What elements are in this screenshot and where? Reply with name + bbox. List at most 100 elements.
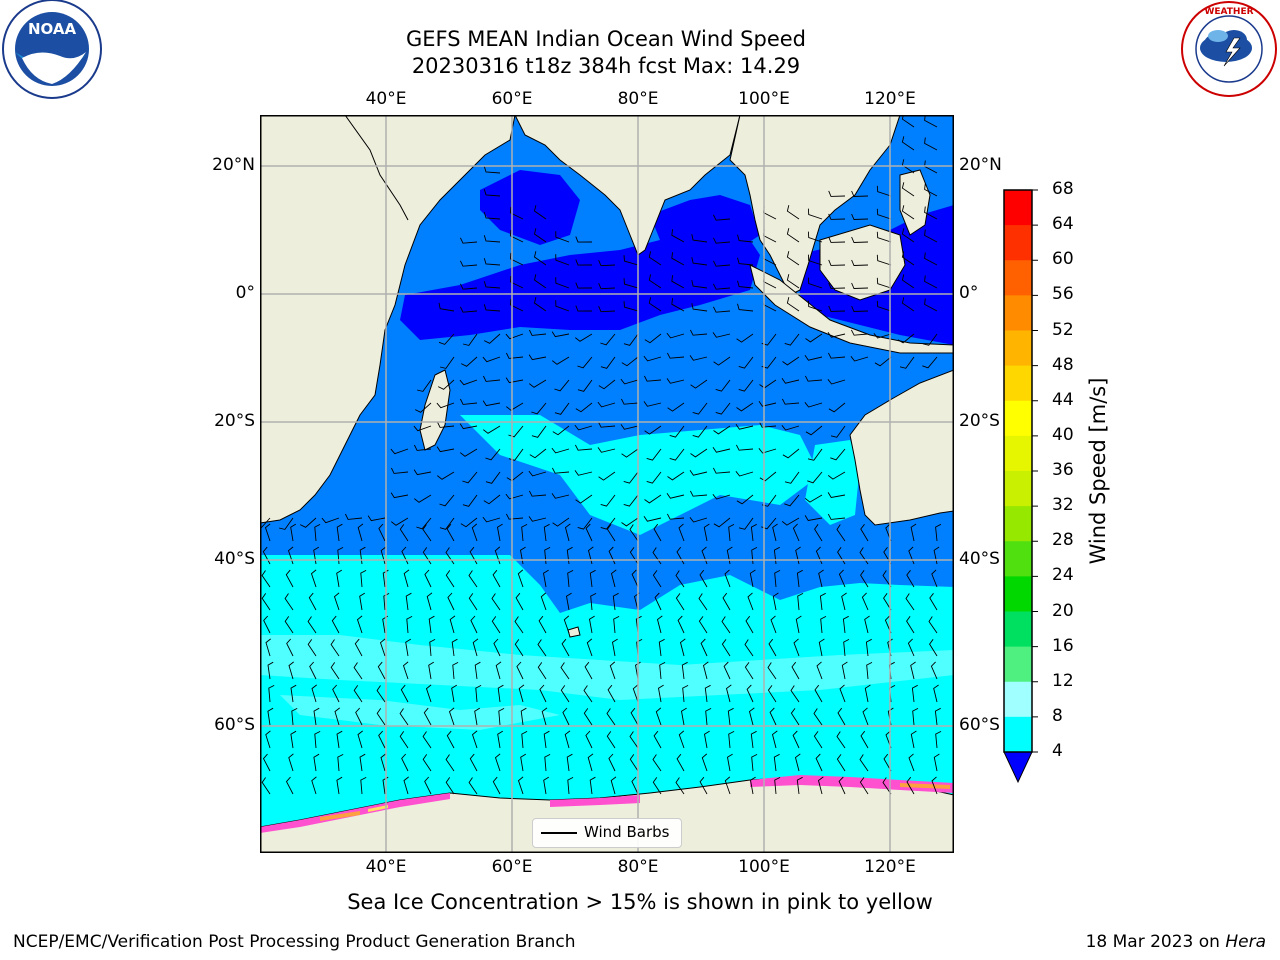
wind-barb [644,494,662,504]
wind-barb [884,615,892,634]
wind-barb [445,777,455,795]
wind-barb [713,425,731,435]
wind-barb [307,616,317,634]
wind-barb [773,753,780,772]
wind-barb [901,182,915,197]
wind-barb [620,378,639,385]
wind-barb [873,333,892,339]
colorbar-tick-label: 48 [1052,354,1074,375]
wind-barb [721,616,731,634]
wind-barb [439,517,455,530]
wind-barb [727,707,734,726]
wind-barb [610,776,617,795]
lat-label-right-60s: 60°S [959,715,1000,735]
wind-barb [796,776,803,795]
wind-band-16-20-patch [280,695,560,730]
wind-barb [933,753,940,772]
wind-barb [290,684,297,703]
wind-barb [666,332,685,339]
wind-barb [560,685,570,703]
wind-barb [675,570,685,588]
wind-barb [691,234,708,243]
wind-band-16-20-belt [260,635,954,700]
wind-barb [828,305,846,312]
wind-barb [901,205,915,220]
wind-barb [555,231,570,243]
wind-barb [606,731,616,749]
wind-barb [851,236,869,243]
wind-barb [623,494,639,507]
wind-barb [767,662,777,680]
wind-barb [422,754,432,772]
wind-barb [600,333,616,346]
wind-barb [721,639,731,657]
wind-barb [883,753,892,772]
wind-barb [574,470,593,476]
wind-barb [790,708,800,726]
wind-barb [804,515,823,521]
wind-barb [930,661,938,680]
wind-barb [497,730,504,749]
wind-barb [924,298,938,312]
wind-barb [910,523,917,542]
wind-barb [438,302,455,312]
wind-barb [552,425,570,436]
wind-barb [399,524,409,542]
wind-barb [336,569,343,588]
wind-barb [897,333,915,344]
wind-barb [344,513,363,520]
wind-barb [528,490,547,497]
wind-barb [911,684,918,703]
wind-barb [784,471,800,484]
wind-barb [533,228,547,243]
wind-barb [357,523,364,542]
lon-label-top-60e: 60°E [491,89,533,109]
wind-barb [597,401,616,408]
wind-barb [712,260,731,267]
wind-barb [333,592,340,611]
wind-barb [750,776,756,795]
wind-barb [460,448,478,457]
colorbar-tick-label: 28 [1052,530,1074,551]
footer-branch: NCEP/EMC/Verification Post Processing Pr… [13,932,576,952]
wind-barb [758,400,777,407]
wind-barb [518,684,525,703]
wind-barb [851,282,869,289]
wind-barb [284,616,294,634]
wind-barb [623,333,639,346]
footer-date-text: 18 Mar 2023 on [1085,932,1226,952]
colorbar-segment [1004,576,1032,612]
wind-barb [861,592,869,611]
wind-barb [851,213,869,220]
wind-barb [460,356,478,367]
wind-barb [597,421,616,428]
wind-barb [416,379,432,392]
wind-barb [910,730,917,749]
wind-barb [403,776,409,795]
wind-barb [827,331,846,338]
wind-barb [517,569,524,588]
wind-barb [931,569,938,588]
wind-barb [416,517,432,530]
wind-barb [689,355,708,361]
wind-barb [836,754,846,772]
wind-barb [401,753,409,772]
wind-barb [587,753,594,772]
wind-barb [864,615,870,634]
wind-barb [471,523,478,542]
wind-barb [543,569,549,588]
wind-calm-arabian-sea [480,170,580,245]
wind-barb [644,333,662,344]
wind-barb [712,237,731,244]
wind-barb [652,754,662,772]
wind-barb [807,254,823,266]
wind-barb [482,516,501,523]
wind-barb [737,303,754,312]
wind-barb [876,300,892,312]
wind-barb [828,236,846,243]
wind-barb [736,402,754,412]
wind-barb [928,616,938,634]
wind-barb [376,685,386,703]
wind-barb [797,592,804,611]
wind-barb [935,730,942,749]
